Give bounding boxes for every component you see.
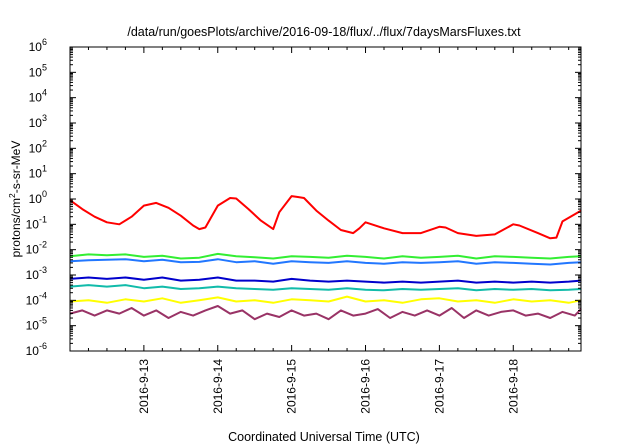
y-tick-label-base: 10: [26, 319, 40, 333]
y-tick-label-base: 10: [29, 167, 43, 181]
series-layer: [69, 195, 582, 321]
series-line-1: [69, 195, 582, 240]
series-line-3: [69, 258, 582, 266]
y-tick-label-exponent: 4: [42, 88, 47, 98]
y-axis: 10-610-510-410-310-210-11001011021031041…: [26, 37, 581, 358]
x-tick-label: 2016-9-18: [506, 359, 520, 414]
y-tick-label-base: 10: [26, 268, 40, 282]
y-tick-label-base: 10: [29, 141, 43, 155]
y-tick-label: 10-5: [26, 316, 47, 333]
y-tick-label: 10-1: [26, 214, 47, 231]
y-tick-label-base: 10: [29, 116, 43, 130]
y-tick-label: 10-6: [26, 341, 47, 358]
y-tick-label: 101: [29, 164, 47, 181]
y-tick-label-base: 10: [29, 91, 43, 105]
y-tick-label-base: 10: [26, 293, 40, 307]
y-tick-label-exponent: 5: [42, 62, 47, 72]
y-tick-label: 105: [29, 62, 47, 79]
y-tick-label-base: 10: [26, 243, 40, 257]
y-tick-label-exponent: 0: [42, 189, 47, 199]
y-tick-label-exponent: -3: [39, 265, 47, 275]
y-tick-label-exponent: 6: [42, 37, 47, 47]
y-axis-title: protons/cm2-s-sr-MeV: [7, 141, 23, 258]
y-tick-label: 102: [29, 138, 47, 155]
y-tick-label-exponent: -6: [39, 341, 47, 351]
x-tick-label: 2016-9-15: [285, 359, 299, 414]
y-tick-label: 104: [29, 88, 47, 105]
plot-frame: [69, 46, 582, 352]
y-tick-label: 10-4: [26, 290, 47, 307]
x-tick-label: 2016-9-16: [359, 359, 373, 414]
y-tick-label-exponent: 2: [42, 138, 47, 148]
y-axis-title-suffix: -s-sr-MeV: [9, 141, 23, 194]
y-tick-label-exponent: -1: [39, 214, 47, 224]
y-tick-label-base: 10: [26, 344, 40, 358]
y-tick-label-base: 10: [29, 65, 43, 79]
y-tick-label-base: 10: [29, 192, 43, 206]
y-axis-title-main: protons/cm: [9, 198, 23, 257]
x-tick-label: 2016-9-17: [432, 359, 446, 414]
series-line-6: [69, 295, 582, 304]
y-tick-label-base: 10: [29, 40, 43, 54]
y-tick-label-exponent: -5: [39, 316, 47, 326]
series-line-4: [69, 276, 582, 284]
y-axis-title-superscript: 2: [7, 193, 17, 198]
y-tick-label: 100: [29, 189, 47, 206]
y-tick-label: 103: [29, 113, 47, 130]
series-line-2: [69, 252, 582, 260]
x-tick-label: 2016-9-14: [211, 359, 225, 414]
y-tick-label-exponent: -2: [39, 240, 47, 250]
y-tick-label: 10-2: [26, 240, 47, 257]
chart-title: /data/run/goesPlots/archive/2016-09-18/f…: [127, 25, 521, 39]
x-axis-title: Coordinated Universal Time (UTC): [228, 430, 420, 444]
y-tick-label: 106: [29, 37, 47, 54]
x-axis: 2016-9-13 2016-9-14 2016-9-15 2016-9-16 2016…: [87, 47, 570, 414]
y-tick-label-exponent: -4: [39, 290, 47, 300]
series-line-7: [69, 305, 582, 321]
series-line-5: [69, 284, 582, 292]
y-tick-label-exponent: 1: [42, 164, 47, 174]
y-tick-label-base: 10: [26, 217, 40, 231]
x-tick-label: 2016-9-13: [137, 359, 151, 414]
y-tick-label: 10-3: [26, 265, 47, 282]
y-tick-label-exponent: 3: [42, 113, 47, 123]
